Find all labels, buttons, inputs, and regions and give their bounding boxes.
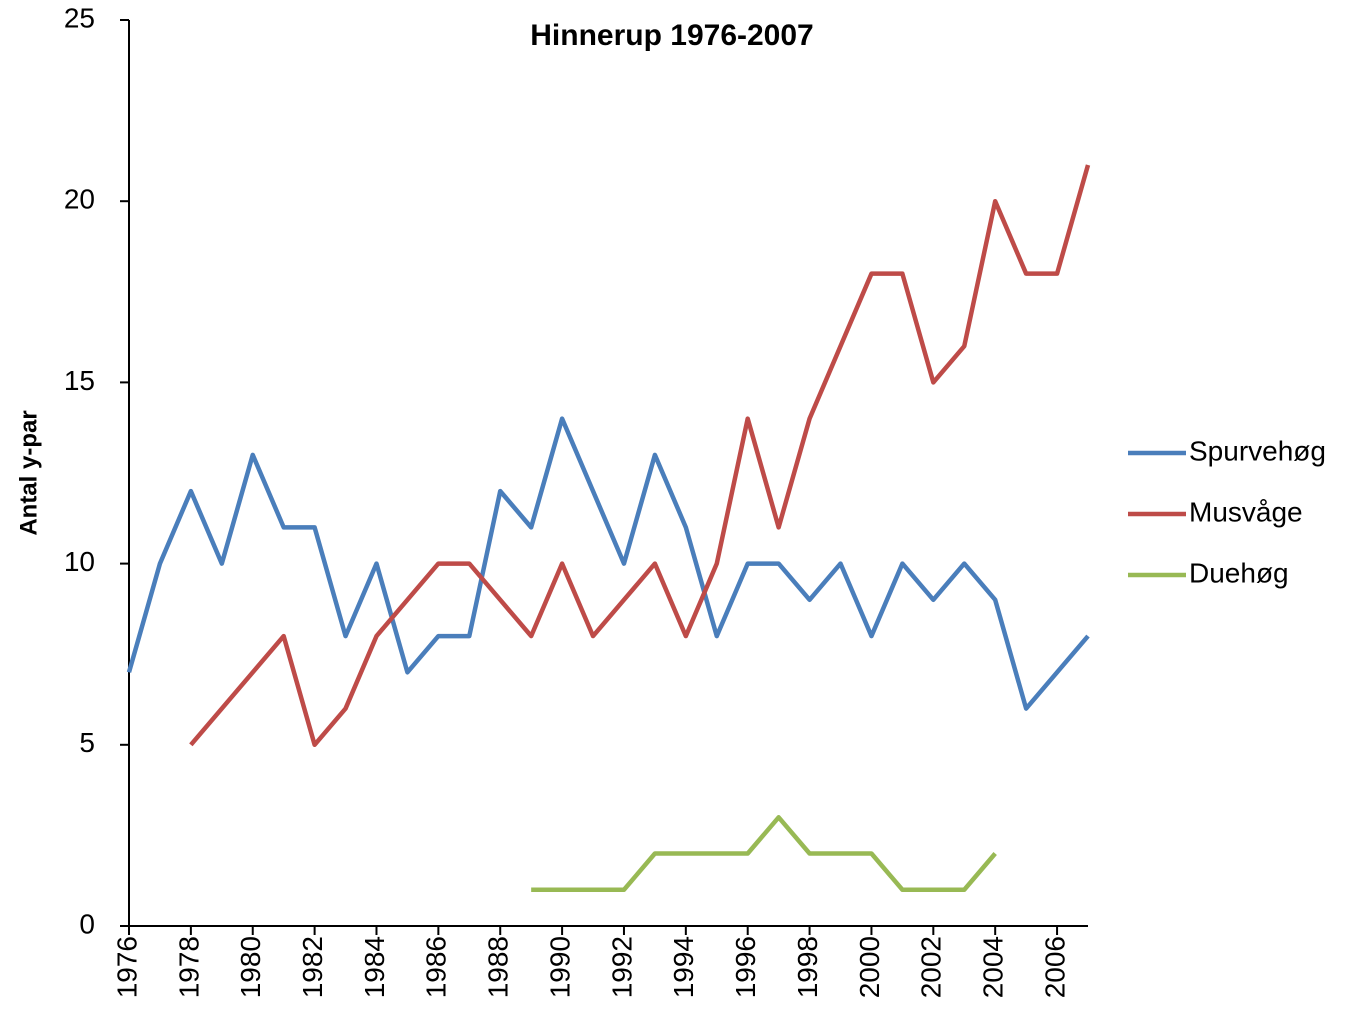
y-tick-label: 25 [64, 2, 95, 33]
y-axis-label: Antal y-par [15, 410, 42, 535]
x-tick-label: 1996 [730, 936, 761, 998]
chart-title: Hinnerup 1976-2007 [530, 19, 813, 52]
x-tick-label: 1980 [235, 936, 266, 998]
series-line [189, 164, 1091, 748]
x-tick-label: 1994 [668, 936, 699, 998]
series-line [126, 416, 1090, 711]
x-tick-label: 1988 [483, 936, 514, 998]
legend-label: Musvåge [1189, 496, 1303, 527]
x-tick-label: 1990 [544, 936, 575, 998]
y-tick-label: 15 [64, 365, 95, 396]
x-tick-label: 1978 [173, 936, 204, 998]
x-tick-label: 1976 [111, 936, 142, 998]
legend-label: Duehøg [1189, 557, 1289, 588]
x-tick-label: 2006 [1039, 936, 1070, 998]
x-tick-label: 2000 [854, 936, 885, 998]
y-tick-label: 0 [79, 908, 95, 939]
x-tick-label: 1984 [359, 936, 390, 998]
y-tick-label: 5 [79, 727, 95, 758]
series-line [531, 815, 997, 893]
legend-label: Spurvehøg [1189, 435, 1326, 466]
x-tick-label: 1992 [606, 936, 637, 998]
y-tick-label: 20 [64, 184, 95, 215]
y-tick-label: 10 [64, 546, 95, 577]
x-tick-label: 1986 [421, 936, 452, 998]
x-tick-label: 2002 [916, 936, 947, 998]
x-tick-label: 1982 [297, 936, 328, 998]
x-tick-label: 1998 [792, 936, 823, 998]
x-tick-label: 2004 [978, 936, 1009, 998]
